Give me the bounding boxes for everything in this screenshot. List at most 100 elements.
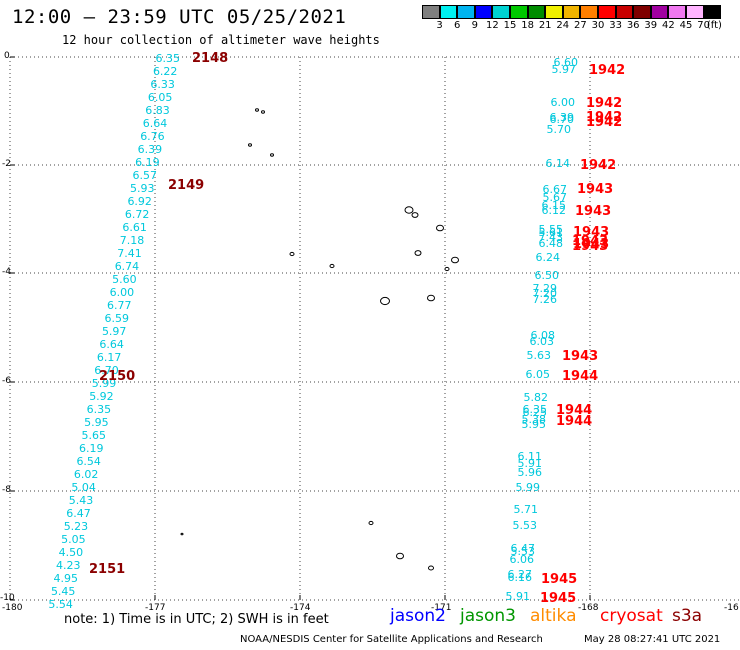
colorbar-swatch (703, 5, 722, 19)
time-label: 1944 (562, 369, 598, 384)
colorbar-label: 45 (679, 20, 693, 31)
track-east: 6.605.97 6.00 6.396.705.70 6.14 6.675.676.15… (506, 56, 626, 606)
colorbar-swatch (474, 5, 493, 19)
time-label: 1945 (540, 591, 576, 606)
wave-height-label: 6.35 (523, 403, 548, 416)
island-outline (436, 224, 444, 232)
island-outline (427, 294, 435, 302)
time-label: 1944 (556, 414, 592, 429)
wave-height-label: 6.92 (127, 195, 152, 208)
wave-height-label: 6.05 (148, 91, 173, 104)
colorbar-label: 70 (697, 20, 710, 31)
wave-height-label: 7.41 (117, 247, 142, 260)
lon-tick-label: -180 (2, 603, 23, 613)
island-outline (248, 143, 252, 147)
colorbar-label: 36 (626, 20, 640, 31)
time-label: 1943 (572, 239, 608, 254)
wave-height-label: 5.91 (506, 590, 531, 603)
wave-height-label: 7.43 (539, 231, 564, 244)
colorbar-swatch (668, 5, 686, 19)
colorbar-swatch (527, 5, 546, 19)
satellite-altika: altika (530, 606, 577, 626)
wave-height-label: 7.18 (120, 234, 145, 247)
time-label: 1943 (572, 234, 608, 249)
colorbar-label: 33 (609, 20, 622, 31)
map-grid (9, 56, 740, 601)
lon-tick-label: -171 (431, 603, 452, 613)
wave-height-label: 5.82 (524, 391, 549, 404)
lat-tick-label: -2 (2, 159, 11, 169)
colorbar-swatch (422, 5, 440, 19)
wave-height-label: 5.97 (552, 63, 577, 76)
wave-height-label: 5.91 (518, 457, 543, 470)
wave-height-label: 6.39 (138, 143, 163, 156)
wave-height-label: 7.29 (533, 282, 558, 295)
colorbar-label: 30 (591, 20, 605, 31)
wave-height-label: 5.96 (518, 466, 543, 479)
colorbar-label: 15 (503, 20, 517, 31)
colorbar-label: 9 (471, 20, 478, 31)
wave-height-label: 6.67 (543, 183, 568, 196)
island-outline (428, 565, 434, 571)
wave-height-label: 6.83 (145, 104, 170, 117)
island-outline (451, 256, 459, 264)
island-outline (255, 108, 259, 112)
time-label: 2149 (168, 178, 204, 193)
colorbar-swatch (598, 5, 616, 19)
lat-tick-label: -6 (2, 376, 11, 386)
wave-height-label: 6.08 (531, 329, 556, 342)
wave-height-label: 5.45 (51, 585, 76, 598)
colorbar-label: 21 (538, 20, 552, 31)
time-label: 2151 (89, 562, 125, 577)
colorbar-swatch (580, 5, 598, 19)
island-outline (329, 263, 335, 269)
time-label: 1943 (573, 237, 609, 252)
wave-height-label: 5.55 (539, 223, 564, 236)
wave-height-label: 6.48 (539, 237, 564, 250)
footer-note: note: 1) Time is in UTC; 2) SWH is in fe… (64, 612, 329, 627)
wave-height-label: 6.11 (518, 450, 543, 463)
wave-height-label: 6.70 (94, 364, 119, 377)
colorbar-swatch (562, 5, 581, 19)
colorbar-label: 39 (644, 20, 658, 31)
colorbar-label: 24 (556, 20, 570, 31)
colorbar-swatch (650, 5, 669, 19)
colorbar-label: 12 (486, 20, 499, 31)
time-label: 1943 (577, 182, 613, 197)
colorbar-label: 27 (574, 20, 587, 31)
wave-height-label: 4.50 (59, 546, 84, 559)
wave-height-label: 6.47 (66, 507, 91, 520)
time-label: 1942 (586, 115, 622, 130)
wave-height-label: 6.14 (546, 157, 571, 170)
wave-height-label: 6.70 (550, 113, 575, 126)
colorbar-swatch (510, 5, 528, 19)
wave-height-label: 7.20 (533, 287, 558, 300)
wave-height-label: 6.00 (551, 96, 576, 109)
time-label: 1943 (573, 225, 609, 240)
wave-height-label: 6.03 (530, 335, 555, 348)
time-label: 1942 (586, 96, 622, 111)
wave-height-label: 6.57 (133, 169, 158, 182)
wave-height-label: 5.05 (61, 533, 86, 546)
wave-height-label: 5.38 (522, 413, 547, 426)
colorbar-label: 18 (521, 20, 534, 31)
colorbar-label: (ft) (706, 20, 722, 31)
wave-height-label: 5.93 (130, 182, 155, 195)
wave-height-label: 5.61 (539, 226, 564, 239)
wave-height-label: 6.76 (140, 130, 165, 143)
satellite-s3a: s3a (672, 606, 703, 626)
colorbar-label: 42 (662, 20, 675, 31)
wave-height-label: 6.72 (125, 208, 150, 221)
colorbar-swatch (615, 5, 634, 19)
island-outline (404, 206, 414, 214)
wave-height-label: 6.06 (510, 553, 535, 566)
wave-height-label: 6.50 (535, 269, 560, 282)
lat-tick-label: 0 (4, 51, 10, 61)
lat-tick-label: -10 (0, 593, 15, 603)
colorbar-swatch (545, 5, 563, 19)
wave-height-label: 4.95 (54, 572, 79, 585)
wave-height-label: 5.71 (514, 503, 539, 516)
page-title: 12:00 — 23:59 UTC 05/25/2021 (12, 6, 347, 28)
wave-height-label: 4.23 (56, 559, 81, 572)
